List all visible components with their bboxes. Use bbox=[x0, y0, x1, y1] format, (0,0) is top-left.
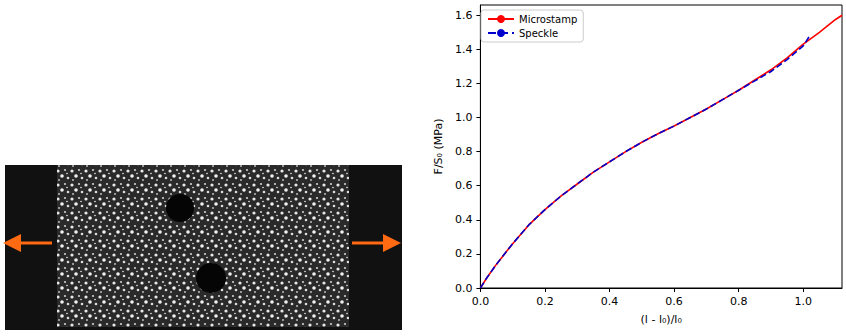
svg-text:0.0: 0.0 bbox=[455, 282, 473, 295]
svg-text:1.2: 1.2 bbox=[455, 77, 473, 90]
svg-text:0.0: 0.0 bbox=[472, 295, 490, 308]
svg-text:F/S₀ (MPa): F/S₀ (MPa) bbox=[432, 119, 445, 175]
svg-text:0.2: 0.2 bbox=[455, 247, 473, 260]
svg-text:0.8: 0.8 bbox=[455, 145, 473, 158]
svg-text:1.0: 1.0 bbox=[455, 111, 473, 124]
svg-text:0.6: 0.6 bbox=[455, 179, 473, 192]
svg-text:0.6: 0.6 bbox=[665, 295, 683, 308]
svg-text:0.2: 0.2 bbox=[536, 295, 554, 308]
svg-text:Microstamp: Microstamp bbox=[519, 14, 577, 25]
svg-text:0.4: 0.4 bbox=[601, 295, 619, 308]
svg-text:1.6: 1.6 bbox=[455, 9, 473, 22]
svg-text:0.4: 0.4 bbox=[455, 213, 473, 226]
svg-text:0.8: 0.8 bbox=[730, 295, 748, 308]
svg-text:(l - l₀)/l₀: (l - l₀)/l₀ bbox=[641, 313, 683, 326]
svg-text:1.4: 1.4 bbox=[455, 43, 473, 56]
svg-text:Speckle: Speckle bbox=[519, 28, 558, 39]
svg-text:1.0: 1.0 bbox=[795, 295, 813, 308]
